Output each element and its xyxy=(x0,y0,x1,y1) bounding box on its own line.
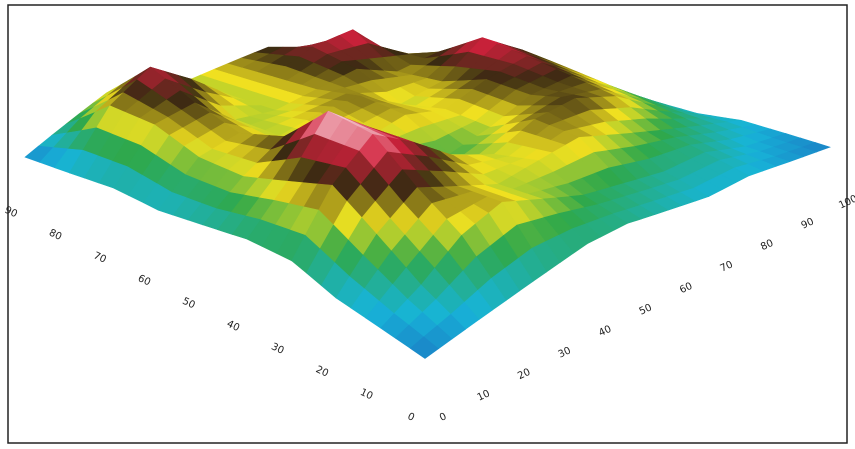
x-tick-label: 0 xyxy=(438,411,448,424)
y-tick-label: 80 xyxy=(47,228,63,243)
x-tick-label: 50 xyxy=(638,302,654,317)
y-tick-label: 90 xyxy=(3,205,19,220)
x-tick-label: 70 xyxy=(719,259,735,274)
surface-patch xyxy=(663,152,750,197)
surface-patch xyxy=(529,75,616,99)
y-tick-label: 40 xyxy=(225,319,241,334)
surface-patch xyxy=(618,129,706,172)
surface-patch xyxy=(400,79,488,110)
surface-patch xyxy=(315,68,402,105)
surface-patch xyxy=(360,95,446,116)
surface-patch xyxy=(489,94,577,128)
surface-patch xyxy=(190,78,278,120)
surface-patch xyxy=(622,171,710,211)
surface-patch xyxy=(611,86,697,114)
surface-patch xyxy=(412,141,500,187)
surface xyxy=(24,29,831,359)
y-tick-label: 0 xyxy=(406,411,416,424)
surface-patch xyxy=(448,118,536,155)
x-tick-label: 30 xyxy=(557,345,573,360)
surface-patch xyxy=(533,98,621,138)
y-tick-label: 50 xyxy=(180,296,196,311)
surface-patch xyxy=(744,133,831,163)
surface-patch xyxy=(656,105,742,127)
surface-patch xyxy=(230,76,318,111)
surface-patch xyxy=(538,137,625,196)
surface-patch xyxy=(246,180,333,262)
surface-patch xyxy=(396,37,483,82)
surface-patch xyxy=(371,133,459,189)
surface-patch xyxy=(150,66,236,120)
surface-patch xyxy=(416,185,503,236)
surface-patch xyxy=(493,119,580,161)
y-tick-label: 30 xyxy=(269,341,285,356)
surface-patch xyxy=(574,96,661,135)
surface-patch xyxy=(328,111,414,143)
surface-patch xyxy=(452,153,540,185)
surface-patch xyxy=(226,46,314,77)
surface-patch xyxy=(202,176,289,240)
y-tick-label: 70 xyxy=(92,250,108,265)
surface-patch xyxy=(311,29,399,73)
axis-labels: 0102030405060708090100010203040506070809… xyxy=(3,193,855,423)
x-tick-label: 20 xyxy=(516,367,532,382)
y-tick-label: 10 xyxy=(358,387,374,402)
surface-patch xyxy=(274,89,362,113)
surface-patch xyxy=(335,233,422,329)
surface-patch xyxy=(659,125,747,153)
surface-patch xyxy=(331,133,418,235)
surface-patch xyxy=(24,105,111,174)
surface-patch xyxy=(541,194,629,245)
surface-patch xyxy=(703,146,791,177)
surface-patch xyxy=(485,56,572,96)
surface-patch xyxy=(65,66,151,125)
surface-patch xyxy=(526,56,612,87)
x-tick-label: 40 xyxy=(597,324,613,339)
x-tick-label: 80 xyxy=(759,238,775,253)
x-tick-label: 60 xyxy=(678,281,694,296)
surface-patch xyxy=(441,37,528,82)
surface-patch xyxy=(352,29,439,73)
surface-patch xyxy=(109,66,196,126)
x-tick-label: 90 xyxy=(800,216,816,231)
surface-patch xyxy=(445,79,532,128)
surface-patch xyxy=(113,124,200,211)
surface-patch xyxy=(380,284,466,359)
surface-patch xyxy=(291,184,377,299)
surface-patch xyxy=(461,201,547,301)
surface-patch xyxy=(287,110,374,186)
surface-patch xyxy=(501,198,588,273)
x-tick-label: 10 xyxy=(476,388,492,403)
y-tick-label: 20 xyxy=(314,364,330,379)
surface-patch xyxy=(153,102,240,158)
y-tick-label: 60 xyxy=(136,273,152,288)
surface-patch xyxy=(68,105,155,189)
